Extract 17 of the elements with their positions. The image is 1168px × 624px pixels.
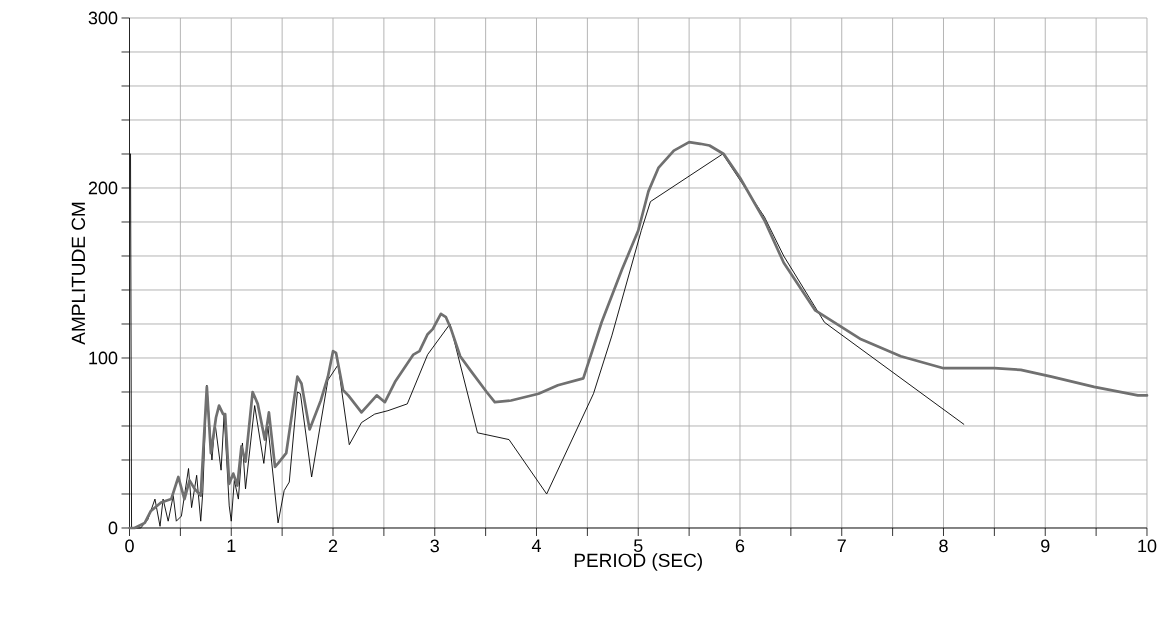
y-axis-title: AMPLITUDE CM (71, 202, 86, 345)
x-tick-label: 10 (1138, 539, 1157, 553)
x-tick-label: 2 (328, 539, 338, 553)
x-tick-label: 8 (939, 539, 948, 553)
x-axis-title: PERIOD (SEC) (574, 553, 702, 571)
x-tick-label: 0 (125, 539, 134, 553)
x-tick-label: 7 (837, 539, 846, 552)
x-tick-label: 6 (735, 539, 745, 553)
y-tick-label: 100 (89, 351, 118, 365)
y-tick-label: 0 (108, 521, 118, 535)
x-tick-label: 9 (1041, 539, 1050, 553)
x-tick-label: 3 (430, 539, 439, 553)
y-tick-label: 300 (88, 11, 118, 25)
x-tick-label: 4 (531, 539, 541, 552)
x-tick-label: 5 (633, 539, 643, 553)
x-tick-label: 1 (227, 539, 236, 552)
y-tick-label: 200 (88, 181, 118, 195)
